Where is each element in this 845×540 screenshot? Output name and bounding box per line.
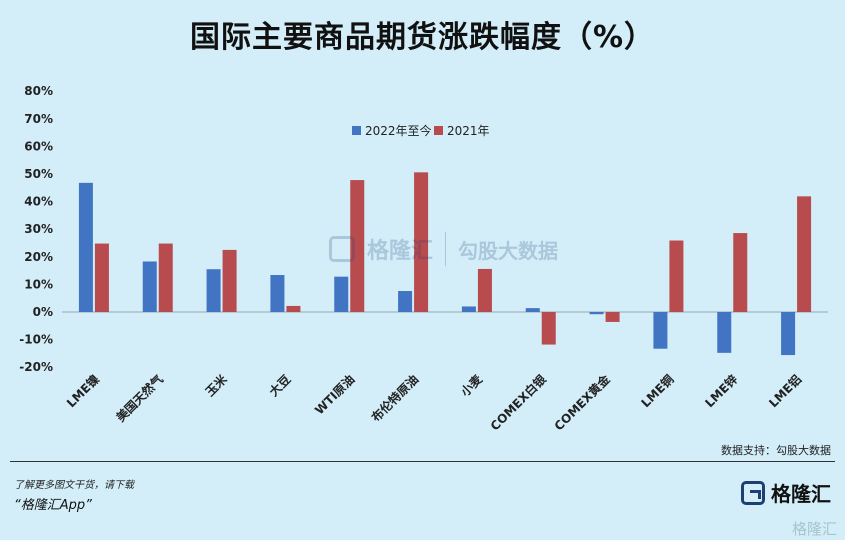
bar-2021 [158,243,173,312]
legend-swatch [434,126,443,135]
y-tick-label: 30% [24,222,53,236]
data-source: 数据支持：勾股大数据 [721,444,831,457]
bar-2022 [78,182,93,312]
bar-2021 [94,243,109,312]
bar-2022 [653,312,668,349]
chart-title: 国际主要商品期货涨跌幅度（%） [189,20,656,55]
bar-2022 [334,276,349,312]
x-tick-label: LME铜 [638,372,677,411]
bar-2022 [589,312,604,315]
footer-divider [10,461,835,462]
y-tick-label: 10% [24,277,53,291]
bar-2021 [286,305,301,312]
x-tick-label: COMEX白银 [487,371,550,434]
x-tick-label: COMEX黄金 [551,371,614,434]
bar-2021 [222,249,237,312]
y-tick-label: 70% [24,112,53,126]
bar-2021 [541,312,556,345]
y-tick-label: 80% [24,84,53,98]
y-tick-label: -10% [19,333,53,347]
watermark: 格隆汇 勾股大数据 [329,232,558,266]
legend-label: 2022年至今 [365,123,432,138]
y-tick-label: 20% [24,250,53,264]
legend-label: 2021年 [447,124,490,138]
bar-2021 [414,172,429,312]
x-tick-label: 玉米 [202,371,230,399]
bar-2022 [461,306,476,312]
bar-2022 [781,312,796,356]
bar-2022 [270,275,285,312]
y-tick-label: 60% [24,139,53,153]
brand-logo: 格隆汇 [741,478,831,507]
y-tick-label: 50% [24,167,53,181]
bar-2021 [733,233,748,312]
x-tick-label: 大豆 [266,372,294,400]
bar-2022 [525,308,540,312]
footer-app-name: “格隆汇App” [14,498,92,513]
corner-watermark: 格隆汇 [791,520,837,538]
watermark-logo-icon [329,236,355,262]
bar-2022 [717,312,732,353]
watermark-divider [445,232,447,266]
x-tick-label: WTI原油 [311,372,357,418]
bar-chart: 80% 70% 60% 50% 40% 30% 20% 10% 0% -10% -20% LME镍美… [19,84,828,434]
watermark-right-text: 勾股大数据 [458,238,559,263]
bar-2021 [477,268,492,312]
bar-2022 [142,261,157,312]
x-tick-label: 布伦特原油 [368,372,421,425]
x-axis: LME镍 美国天然气 玉米 大豆 WTI原油 布伦特原油 小麦 COMEX白银 COMEX黄金 L… [63,371,804,434]
legend: 2022年至今 2021年 [352,123,490,138]
bar-2022 [398,291,413,312]
y-axis: 80% 70% 60% 50% 40% 30% 20% 10% 0% -10% -20% [19,84,828,374]
brand-logo-icon [741,480,765,505]
bars [78,172,812,356]
watermark-left-text: 格隆汇 [367,239,434,264]
bar-2021 [350,180,365,312]
y-tick-label: -20% [19,360,53,374]
x-tick-label: LME镍 [63,372,102,411]
x-tick-label: 美国天然气 [113,372,166,425]
bar-2021 [669,240,684,312]
bar-2021 [605,312,620,322]
bar-2022 [206,269,221,312]
y-tick-label: 0% [33,305,53,319]
x-tick-label: LME铝 [765,372,804,411]
x-tick-label: LME锌 [702,372,741,411]
footer-note: 了解更多图文干货，请下载 [14,480,134,491]
brand-name: 格隆汇 [771,482,831,506]
x-tick-label: 小麦 [457,371,485,399]
legend-swatch [352,126,361,135]
y-tick-label: 40% [24,195,53,209]
bar-2021 [797,196,812,312]
